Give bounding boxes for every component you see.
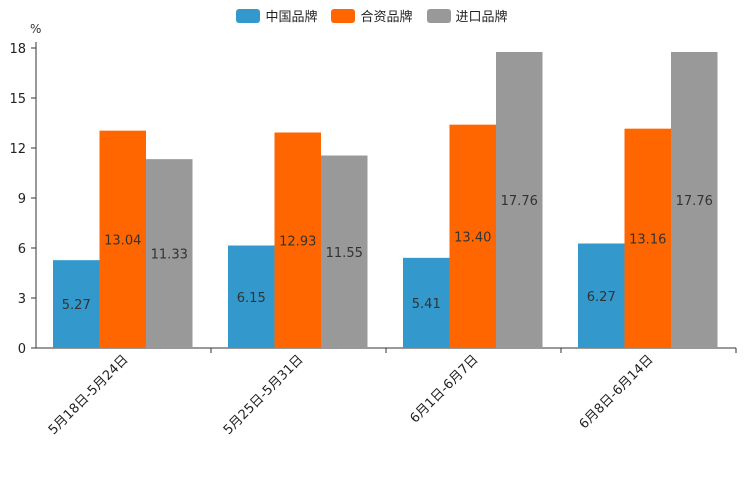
bar-value-label: 17.76 <box>501 194 538 209</box>
bar-value-label: 13.16 <box>629 232 666 247</box>
legend-label-imported-brand: 进口品牌 <box>455 10 508 25</box>
bar <box>671 52 718 348</box>
y-tick-label: 12 <box>9 142 26 157</box>
bar <box>449 124 496 349</box>
y-tick-label: 15 <box>9 92 26 107</box>
y-axis-unit: % <box>30 22 42 36</box>
y-tick-label: 0 <box>18 342 26 357</box>
bar-value-label: 5.27 <box>62 298 91 313</box>
bar <box>624 128 671 348</box>
bar-value-label: 17.76 <box>676 194 713 209</box>
bar <box>403 257 450 348</box>
y-tick-label: 18 <box>9 42 26 57</box>
legend-swatch-china-brand <box>236 8 261 23</box>
bar-value-label: 6.15 <box>237 291 266 306</box>
bar-value-label: 13.04 <box>104 233 141 248</box>
legend-item-china-brand[interactable]: 中国品牌 <box>236 6 317 25</box>
legend-item-joint-venture-brand[interactable]: 合资品牌 <box>331 6 413 25</box>
legend: 中国品牌 合资品牌 进口品牌 <box>0 6 744 25</box>
bar-value-label: 11.33 <box>151 248 188 263</box>
bar <box>578 243 625 348</box>
y-tick-label: 9 <box>18 192 26 207</box>
bar <box>99 130 146 348</box>
bar-value-label: 11.55 <box>326 246 363 261</box>
y-tick-label: 6 <box>18 242 26 257</box>
bar <box>274 132 321 348</box>
legend-swatch-joint-venture-brand <box>331 8 356 23</box>
bar-value-label: 12.93 <box>279 234 316 249</box>
bar-value-label: 5.41 <box>412 297 441 312</box>
bar <box>146 159 193 348</box>
bar <box>228 245 275 348</box>
x-tick-label: 6月1日-6月7日 <box>407 352 481 426</box>
legend-label-joint-venture-brand: 合资品牌 <box>360 10 413 25</box>
legend-item-imported-brand[interactable]: 进口品牌 <box>426 6 508 25</box>
bar-value-label: 13.40 <box>454 230 491 245</box>
bar <box>53 260 100 348</box>
bar <box>496 52 543 348</box>
bar <box>321 155 368 348</box>
x-tick-label: 5月25日-5月31日 <box>221 352 307 438</box>
bar-value-label: 6.27 <box>587 290 616 305</box>
x-tick-label: 5月18日-5月24日 <box>46 352 132 438</box>
y-tick-label: 3 <box>18 292 26 307</box>
x-tick-label: 6月8日-6月14日 <box>577 352 657 432</box>
legend-swatch-imported-brand <box>426 8 451 23</box>
legend-label-china-brand: 中国品牌 <box>265 10 318 25</box>
